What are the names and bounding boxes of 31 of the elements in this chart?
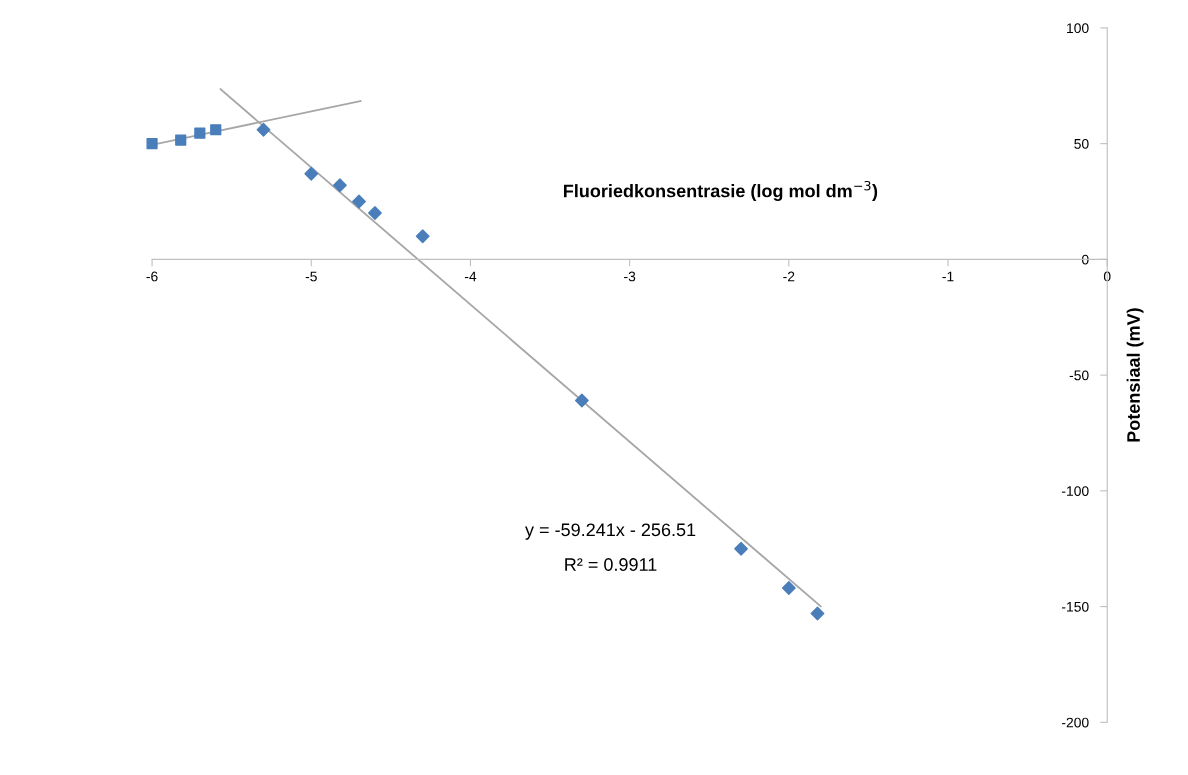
point xyxy=(574,393,589,408)
x-tick-label: 0 xyxy=(1103,271,1111,282)
x-tick-label: -2 xyxy=(783,271,795,282)
point xyxy=(781,581,796,595)
x-tick-label: -3 xyxy=(624,271,636,282)
y-tick-label: -100 xyxy=(1061,486,1089,496)
y-tick-label: 50 xyxy=(1074,138,1089,149)
y-tick-label: -150 xyxy=(1061,601,1089,612)
point xyxy=(415,229,430,244)
x-tick-label: -1 xyxy=(942,271,954,282)
x-tick-label: -5 xyxy=(305,271,317,282)
point xyxy=(304,166,319,181)
point xyxy=(256,122,271,137)
point xyxy=(210,124,222,136)
x-axis-title: Fluoriedkonsentrasie (log mol dm$^{−3}$) xyxy=(563,180,878,201)
x-tick-label: -6 xyxy=(146,271,158,282)
point xyxy=(175,134,187,146)
point xyxy=(368,206,382,220)
y-tick-label: 100 xyxy=(1067,23,1089,34)
annotation: R² = 0.9911 xyxy=(565,558,657,571)
point xyxy=(352,194,366,209)
annotation: y = -59.241x - 256.51 xyxy=(525,523,696,540)
point xyxy=(810,606,825,621)
y-tick-label: -50 xyxy=(1069,370,1089,381)
x-tick-label: -4 xyxy=(464,271,477,282)
point xyxy=(734,541,748,556)
point xyxy=(333,178,347,193)
point xyxy=(146,138,158,150)
y-tick-label: -200 xyxy=(1061,717,1089,728)
point xyxy=(194,127,206,139)
y-axis-title: Potensiaal (mV) xyxy=(1126,308,1144,442)
